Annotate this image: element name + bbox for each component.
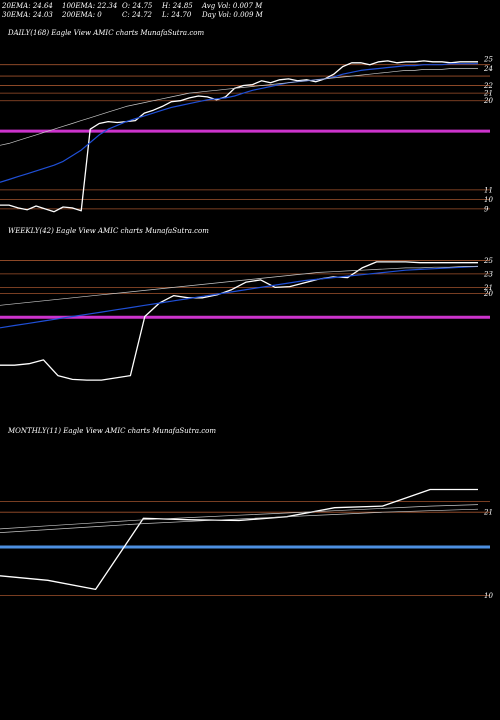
- day-vol-readout: Day Vol: 0.009 M: [202, 11, 263, 19]
- low-readout: L: 24.70: [162, 11, 192, 19]
- weekly-y-tick-label-3: 20: [483, 290, 493, 298]
- weekly-ema-fast-line-1: [0, 265, 479, 329]
- daily-panel-title: DAILY(168) Eagle View AMIC charts Munafa…: [8, 29, 205, 37]
- weekly-y-tick-label-1: 23: [483, 270, 493, 278]
- ema20-readout: 20EMA: 24.64: [2, 2, 53, 10]
- high-readout: H: 24.85: [162, 2, 193, 10]
- avg-vol-readout: Avg Vol: 0.007 M: [202, 2, 263, 10]
- weekly-price-line-0: [0, 261, 478, 381]
- daily-y-tick-label-0: 25: [483, 56, 493, 64]
- daily-y-tick-label-3: 21: [483, 90, 493, 98]
- weekly-ema-slow-line-2: [0, 266, 478, 306]
- monthly-panel-title: MONTHLY(11) Eagle View AMIC charts Munaf…: [8, 427, 217, 435]
- monthly-ema-slow-line-2: [0, 508, 479, 533]
- daily-y-tick-label-2: 22: [483, 82, 493, 90]
- daily-ema-fast-line-1: [0, 63, 478, 183]
- monthly-price-line-0: [0, 488, 478, 591]
- daily-ema-slow-line-2: [0, 68, 478, 146]
- daily-y-tick-label-5: 11: [484, 186, 493, 194]
- close-readout: C: 24.72: [122, 11, 152, 19]
- weekly-panel-title: WEEKLY(42) Eagle View AMIC charts Munafa…: [8, 227, 209, 235]
- daily-y-tick-label-6: 10: [484, 196, 493, 204]
- daily-price-line-0: [0, 60, 478, 213]
- weekly-y-tick-label-0: 25: [483, 257, 493, 265]
- weekly-y-tick-label-2: 21: [483, 284, 493, 292]
- daily-y-tick-label-1: 24: [483, 65, 493, 73]
- ema100-readout: 100EMA: 22.34: [62, 2, 118, 10]
- monthly-ema-slow-line-1: [0, 504, 479, 530]
- open-readout: O: 24.75: [122, 2, 153, 10]
- ema30-readout: 30EMA: 24.03: [2, 11, 53, 19]
- daily-y-tick-label-4: 20: [483, 97, 493, 105]
- daily-y-tick-label-7: 9: [484, 205, 489, 213]
- monthly-y-tick-label-1: 10: [484, 592, 493, 600]
- monthly-y-tick-label-0: 21: [483, 509, 493, 517]
- ema200-readout: 200EMA: 0: [62, 11, 102, 19]
